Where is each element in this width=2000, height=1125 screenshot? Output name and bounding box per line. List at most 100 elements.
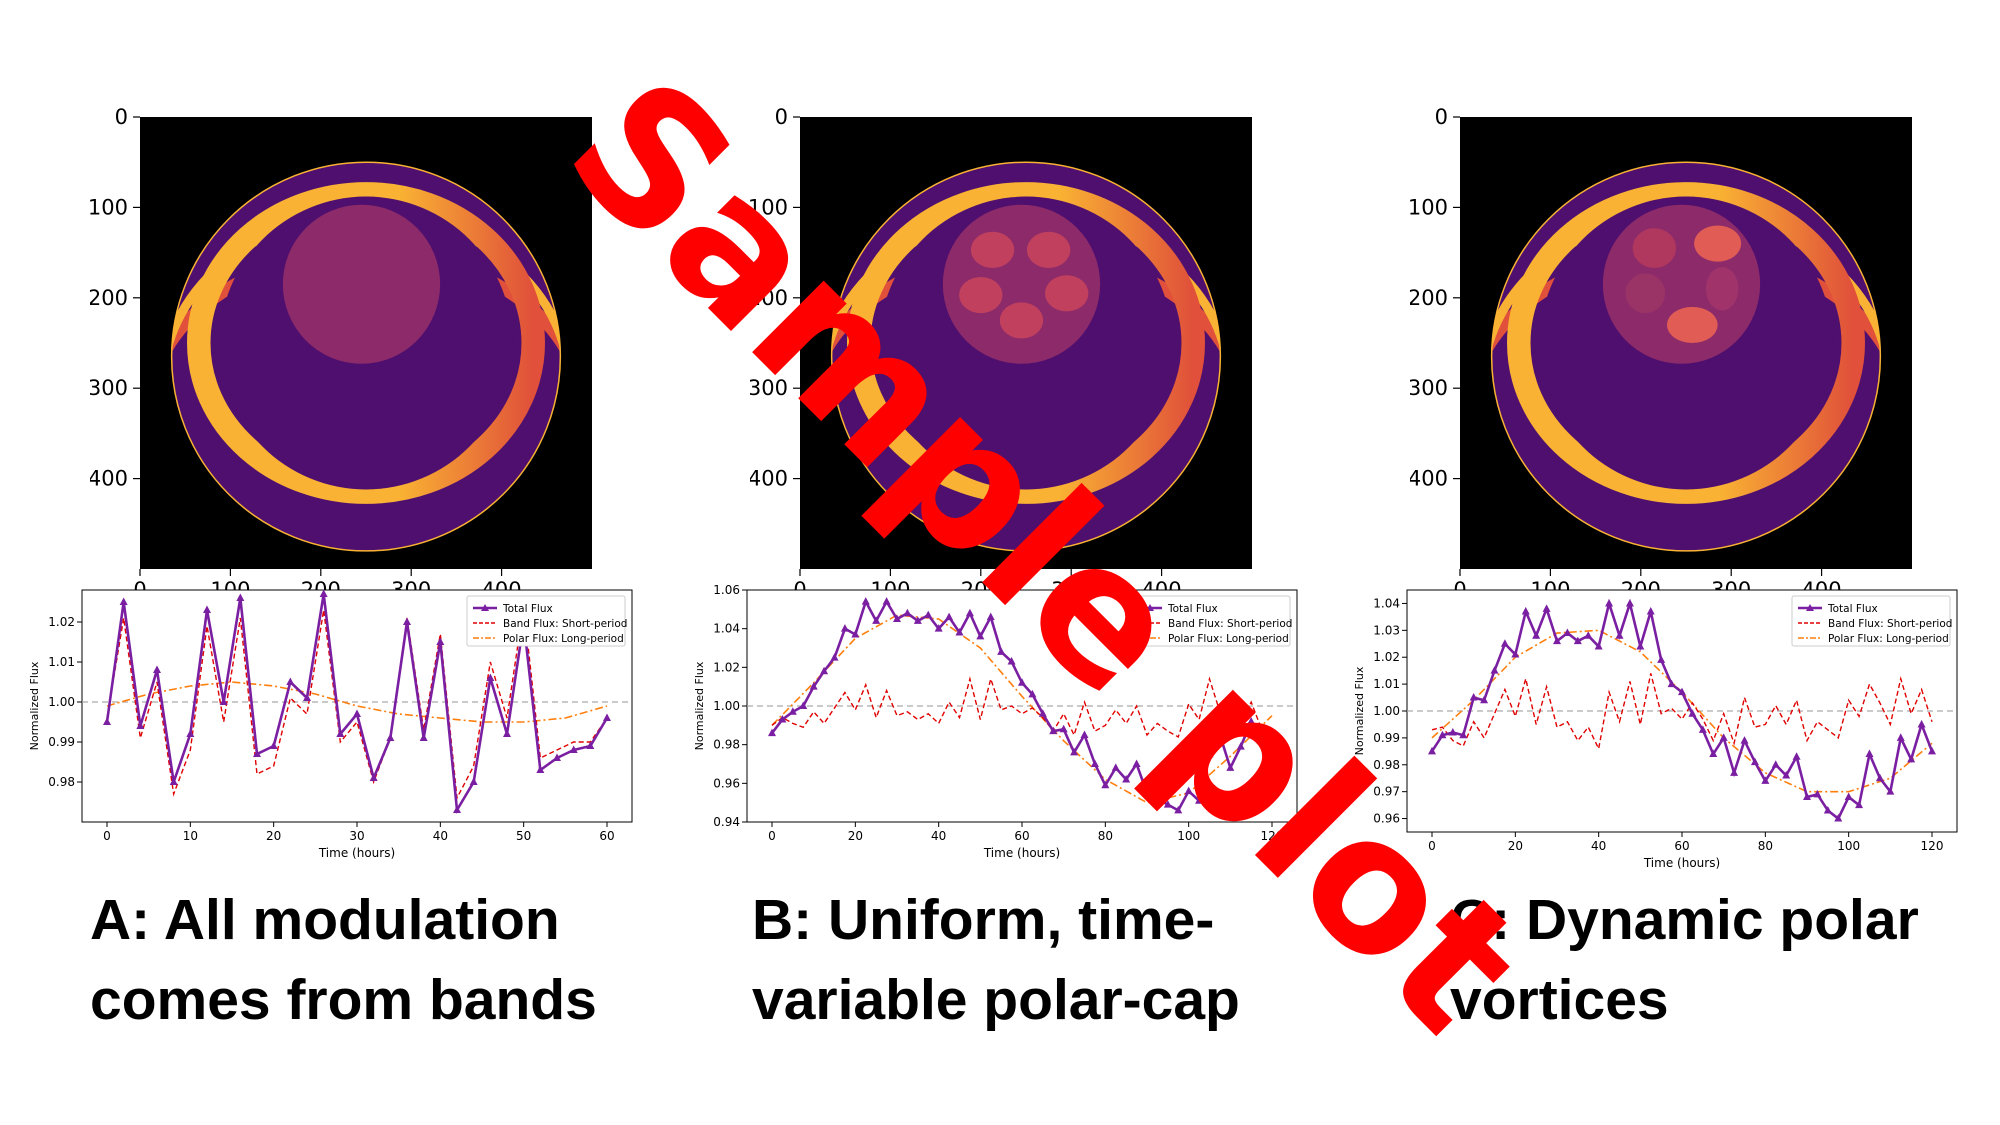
data-point xyxy=(1875,773,1884,782)
data-point xyxy=(882,597,891,605)
data-point xyxy=(203,605,211,613)
vortex-1 xyxy=(1026,231,1071,268)
data-point xyxy=(536,765,545,773)
data-point xyxy=(1174,805,1183,814)
data-point xyxy=(1855,800,1864,809)
data-point xyxy=(553,753,561,761)
data-point xyxy=(788,707,797,715)
y-tick-label: 0.96 xyxy=(713,776,740,790)
data-point xyxy=(872,616,881,624)
planet-limb xyxy=(1490,161,1882,552)
data-point xyxy=(119,597,128,605)
data-point xyxy=(913,616,922,624)
data-point xyxy=(419,733,428,741)
y-tick-label: 1.00 xyxy=(1373,704,1400,718)
image-x-tick-label: 0 xyxy=(133,578,146,590)
data-point xyxy=(1896,733,1905,741)
data-point xyxy=(1438,730,1447,739)
legend-box xyxy=(466,595,626,647)
data-point xyxy=(286,677,295,685)
data-point xyxy=(1719,733,1728,741)
data-point xyxy=(1750,757,1759,766)
data-point xyxy=(1625,598,1634,607)
planet-render-a: 0 100 200 300 400 0 100 200 300 400 xyxy=(90,105,592,590)
data-point xyxy=(1018,678,1026,686)
x-tick-label: 120 xyxy=(1261,829,1284,843)
data-point xyxy=(453,805,461,813)
image-y-tick-label: 200 xyxy=(750,286,788,310)
data-point xyxy=(924,610,933,619)
data-point xyxy=(1605,598,1614,607)
caption-a-line1: A: All modulation xyxy=(90,888,560,952)
x-tick-label: 10 xyxy=(183,829,198,843)
caption-a-line2: comes from bands xyxy=(90,968,597,1032)
legend-label-0: Total Flux xyxy=(1167,603,1218,615)
main-band xyxy=(847,182,1205,504)
series-line-2 xyxy=(106,681,608,723)
data-point xyxy=(1594,641,1603,650)
data-point xyxy=(1657,655,1666,663)
caption-a: A: All modulation comes from bands xyxy=(90,880,597,1040)
data-point xyxy=(1761,776,1770,784)
x-tick-label: 40 xyxy=(931,829,946,843)
image-y-tick-label: 0 xyxy=(1435,105,1448,129)
y-axis-label: Normalized Flux xyxy=(1353,666,1366,755)
image-x-tick-label: 200 xyxy=(1621,578,1661,590)
data-point xyxy=(486,673,495,681)
x-axis-label: Time (hours) xyxy=(1643,856,1720,870)
main-band xyxy=(187,182,545,504)
data-point xyxy=(1688,709,1697,717)
data-point xyxy=(945,612,954,621)
y-tick-label: 1.02 xyxy=(1373,650,1400,664)
legend-label-1: Band Flux: Short-period xyxy=(1168,618,1292,630)
data-point xyxy=(1521,607,1530,615)
y-tick-label: 0.99 xyxy=(48,735,75,749)
data-point xyxy=(1813,789,1822,798)
data-point xyxy=(469,777,478,785)
planet-image-b: 0 100 200 300 400 0 100 200 300 400 xyxy=(750,105,1252,590)
vortex-4 xyxy=(1667,306,1718,343)
legend-marker xyxy=(1806,604,1814,611)
x-tick-label: 120 xyxy=(1921,839,1944,853)
data-point xyxy=(569,745,578,753)
x-tick-label: 40 xyxy=(433,829,448,843)
data-point xyxy=(997,647,1006,655)
data-point xyxy=(1132,759,1141,767)
data-point xyxy=(1163,800,1172,808)
data-point xyxy=(1007,657,1016,665)
data-point xyxy=(603,713,611,721)
series-line-1 xyxy=(1431,673,1933,751)
x-tick-label: 20 xyxy=(266,829,281,843)
data-point xyxy=(1257,728,1266,737)
data-point xyxy=(336,729,345,737)
data-point xyxy=(1730,768,1739,776)
data-point xyxy=(1823,805,1832,814)
image-x-tick-label: 300 xyxy=(1711,578,1751,590)
image-y-tick-label: 100 xyxy=(90,195,128,219)
data-point xyxy=(1771,760,1780,768)
data-point xyxy=(976,631,985,640)
data-point xyxy=(1247,716,1256,725)
x-tick-label: 30 xyxy=(349,829,364,843)
data-point xyxy=(153,665,161,673)
caption-c-line2: vortices xyxy=(1450,968,1669,1032)
data-point xyxy=(503,729,511,737)
x-tick-label: 40 xyxy=(1591,839,1606,853)
y-axis-label: Normalized Flux xyxy=(28,661,41,750)
image-x-tick-label: 0 xyxy=(1453,578,1466,590)
y-tick-label: 1.02 xyxy=(713,660,740,674)
data-point xyxy=(1917,719,1926,728)
data-point xyxy=(403,617,411,625)
x-tick-label: 20 xyxy=(1508,839,1523,853)
data-point xyxy=(830,653,839,661)
image-x-tick-label: 200 xyxy=(961,578,1001,590)
vortex-1 xyxy=(1694,225,1742,262)
vortex-0 xyxy=(970,231,1015,268)
data-point xyxy=(1459,730,1468,739)
x-tick-label: 100 xyxy=(1177,829,1200,843)
x-tick-label: 0 xyxy=(103,829,111,843)
lightcurve-c: 0 20 40 60 80 100 120 0.96 0.97 0.98 0.99 1.00 1.01 1… xyxy=(1353,589,1958,870)
y-axis-label: Normalized Flux xyxy=(693,661,706,750)
series-line-1 xyxy=(106,605,608,801)
y-tick-label: 1.00 xyxy=(48,695,75,709)
